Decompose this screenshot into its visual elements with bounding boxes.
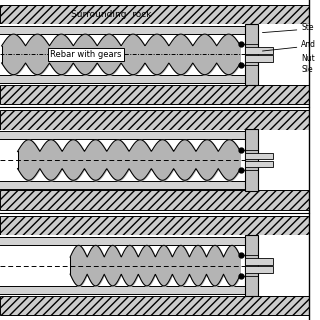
Text: Ste: Ste: [301, 23, 314, 32]
Bar: [0, 26, 245, 34]
Bar: [0, 24, 309, 85]
Bar: [0, 131, 245, 140]
Bar: [0, 180, 245, 189]
Bar: [0, 286, 245, 294]
Bar: [245, 55, 273, 61]
Bar: [70, 257, 241, 274]
Bar: [245, 24, 258, 85]
Bar: [0, 130, 309, 190]
Bar: [0, 75, 245, 83]
Bar: [18, 151, 241, 169]
Bar: [245, 47, 273, 54]
Text: Sle: Sle: [301, 65, 313, 74]
Bar: [245, 235, 258, 296]
Bar: [0, 235, 309, 296]
Bar: [245, 161, 273, 167]
Text: Rebar with gears: Rebar with gears: [50, 50, 122, 59]
Bar: [0, 190, 309, 210]
Text: And: And: [301, 40, 316, 49]
Bar: [2, 46, 241, 63]
Bar: [245, 259, 273, 265]
Text: Surrounding  rock: Surrounding rock: [71, 10, 152, 19]
Bar: [0, 296, 309, 315]
Bar: [245, 266, 273, 273]
Bar: [0, 237, 245, 245]
Bar: [0, 85, 309, 104]
Bar: [245, 129, 258, 191]
Text: Nut: Nut: [301, 54, 315, 63]
Bar: [0, 5, 309, 24]
Bar: [0, 110, 309, 130]
Bar: [245, 153, 273, 159]
Bar: [0, 216, 309, 235]
